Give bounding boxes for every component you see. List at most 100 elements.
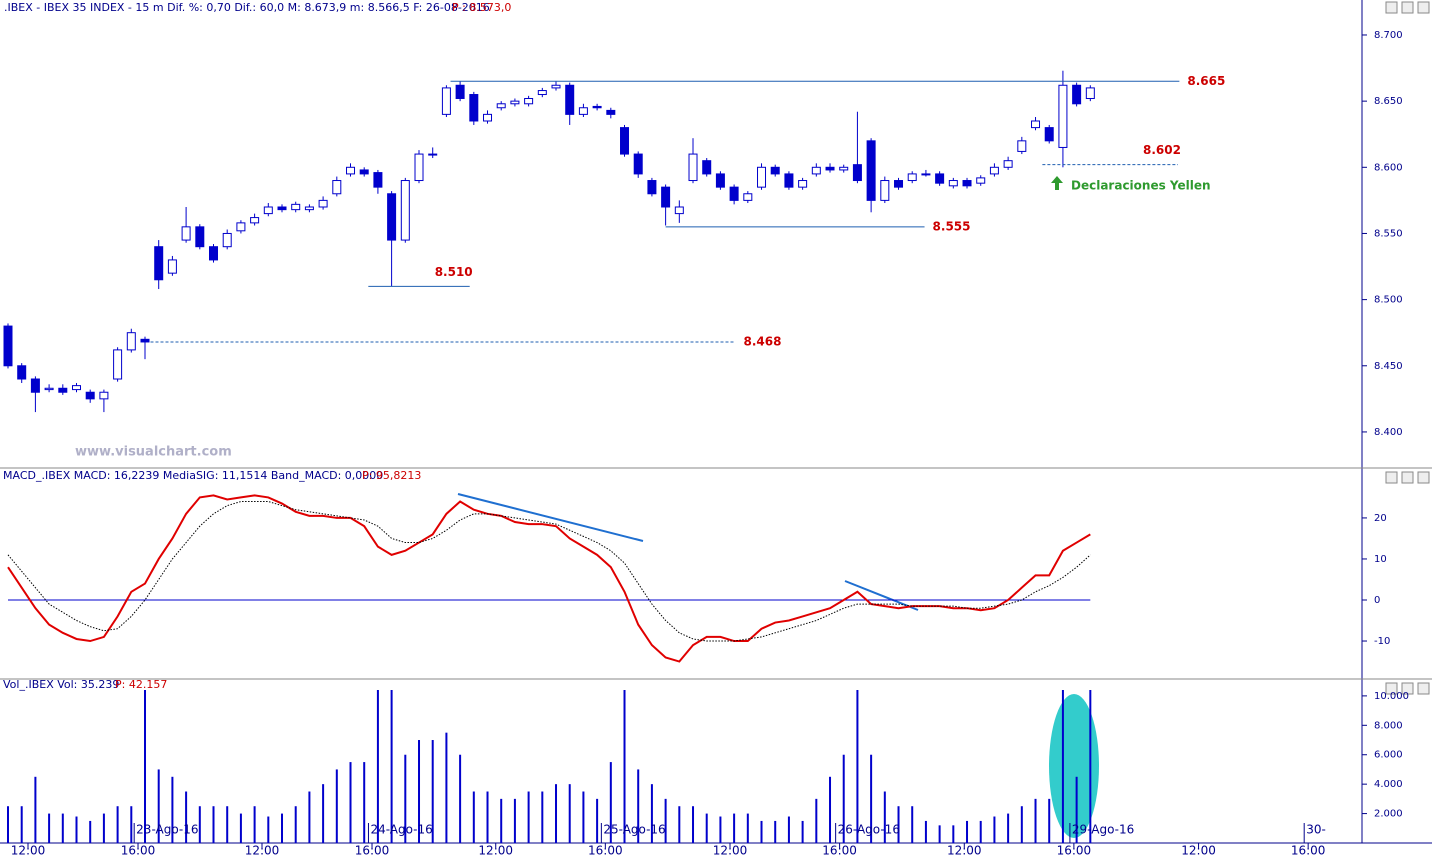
x-tick-label: 12:00 xyxy=(947,844,982,857)
candle-body xyxy=(907,173,917,182)
button[interactable] xyxy=(1417,1,1430,14)
candle-body xyxy=(85,391,95,400)
button[interactable] xyxy=(1417,471,1430,484)
y-tick-label: 8.400 xyxy=(1374,427,1403,438)
day-label: 23-Ago-16 xyxy=(136,823,198,837)
volume-bar xyxy=(760,820,763,843)
volume-bar xyxy=(294,806,297,843)
vol-last: P: 42.157 xyxy=(115,678,167,691)
vol-header: Vol_.IBEX Vol: 35.239 xyxy=(3,678,119,691)
y-tick-label: 8.500 xyxy=(1374,295,1403,306)
volume-bar xyxy=(1007,813,1010,843)
price-last: P : 8.573,0 xyxy=(452,1,511,14)
volume-bar xyxy=(952,825,955,843)
button[interactable] xyxy=(1385,471,1398,484)
volume-bar xyxy=(883,791,886,843)
level-label: 8.510 xyxy=(435,265,473,279)
x-tick-label: 16:00 xyxy=(1291,844,1326,857)
y-tick-label: 8.700 xyxy=(1374,30,1403,41)
candle-body xyxy=(113,349,123,380)
macd-line xyxy=(7,494,1091,663)
volume-bar xyxy=(1089,690,1092,843)
candle-body xyxy=(346,166,356,175)
day-label: 29-Ago-16 xyxy=(1072,823,1134,837)
highlight-ellipse xyxy=(1049,694,1099,838)
candle-body xyxy=(620,127,630,155)
day-label: 26-Ago-16 xyxy=(838,823,900,837)
volume-bar xyxy=(678,806,681,843)
window-buttons[interactable] xyxy=(1385,1,1430,695)
day-label: 25-Ago-16 xyxy=(603,823,665,837)
candle-body xyxy=(72,385,82,391)
button[interactable] xyxy=(1417,682,1430,695)
button[interactable] xyxy=(1401,682,1414,695)
candle-body xyxy=(798,180,808,188)
candle-body xyxy=(537,90,547,96)
candle-body xyxy=(702,160,712,175)
volume-bar xyxy=(486,791,489,843)
candle-body xyxy=(441,87,451,115)
volume-bar xyxy=(829,776,832,843)
candle-body xyxy=(3,325,13,367)
candle-body xyxy=(304,206,314,211)
volume-bar xyxy=(856,690,859,843)
button[interactable] xyxy=(1401,1,1414,14)
volume-bar xyxy=(500,798,503,843)
button[interactable] xyxy=(1385,1,1398,14)
candle-body xyxy=(578,107,588,115)
candle-body xyxy=(784,173,794,188)
volume-bar xyxy=(582,791,585,843)
volume-bar xyxy=(664,798,667,843)
candle-body xyxy=(277,206,287,211)
volume-bar xyxy=(623,690,626,843)
button[interactable] xyxy=(1385,682,1398,695)
candle-body xyxy=(373,172,383,188)
candle-body xyxy=(359,169,369,175)
volume-bar xyxy=(979,820,982,843)
candle-body xyxy=(496,103,506,109)
volume-bar xyxy=(212,806,215,843)
candle-body xyxy=(263,206,273,215)
candle-body xyxy=(811,166,821,175)
volume-bar xyxy=(938,825,941,843)
candle-body xyxy=(989,166,999,175)
x-tick-label: 16:00 xyxy=(588,844,623,857)
volume-bar xyxy=(102,813,105,843)
x-tick-label: 12:00 xyxy=(245,844,280,857)
volume-bar xyxy=(513,798,516,843)
volume-bar xyxy=(787,816,790,843)
x-tick-label: 12:00 xyxy=(713,844,748,857)
candle-body xyxy=(757,166,767,188)
volume-bar xyxy=(568,784,571,843)
candle-body xyxy=(291,203,301,211)
candle-body xyxy=(140,338,150,343)
button[interactable] xyxy=(1401,471,1414,484)
y-tick-label: 8.650 xyxy=(1374,96,1403,107)
candle-body xyxy=(99,391,109,400)
volume-bar xyxy=(48,813,51,843)
volume-bar xyxy=(993,816,996,843)
candle-body xyxy=(592,105,602,109)
candle-body xyxy=(633,153,643,175)
volume-bar xyxy=(34,776,37,843)
volume-bar xyxy=(322,784,325,843)
y-tick-label: 10.000 xyxy=(1374,691,1409,702)
watermark: www.visualchart.com xyxy=(75,445,232,460)
y-tick-label: 8.450 xyxy=(1374,361,1403,372)
x-tick-label: 16:00 xyxy=(355,844,390,857)
volume-bar xyxy=(20,806,23,843)
candle-body xyxy=(729,186,739,201)
y-tick-label: 8.000 xyxy=(1374,720,1403,731)
candle-body xyxy=(770,166,780,175)
volume-bars xyxy=(7,690,1092,843)
candle-body xyxy=(30,378,40,393)
volume-bar xyxy=(185,791,188,843)
candle-body xyxy=(894,180,904,188)
volume-bar xyxy=(733,813,736,843)
volume-bar xyxy=(116,806,119,843)
candle-body xyxy=(1058,84,1068,148)
volume-bar xyxy=(1034,798,1037,843)
volume-bar xyxy=(1075,776,1078,843)
